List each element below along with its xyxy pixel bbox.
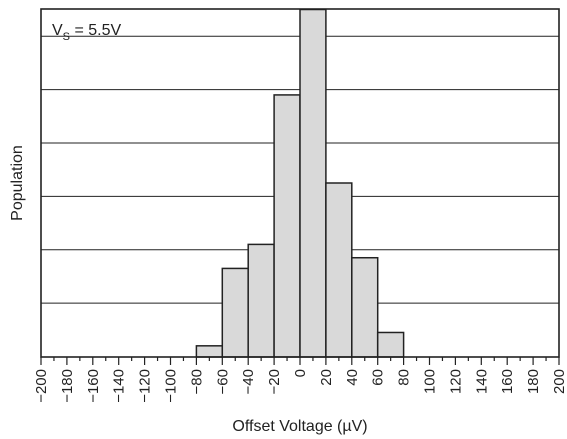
- x-tick-label: 40: [344, 369, 361, 386]
- histogram-bar: [325, 182, 353, 358]
- histogram-bar: [351, 256, 379, 358]
- x-tick-label: −200: [33, 369, 50, 403]
- annotation-rest: = 5.5V: [70, 22, 121, 39]
- x-axis-tick-labels: −200 −180 −160 −140 −120 −100 −80 −60 −40 −20 0 20 4…: [33, 369, 567, 403]
- histogram-bars: [195, 8, 405, 358]
- x-tick-label: −180: [59, 369, 76, 403]
- x-tick-label: 100: [422, 369, 439, 394]
- x-tick-label: −160: [85, 369, 102, 403]
- x-tick-label: 20: [318, 369, 335, 386]
- x-tick-label: −120: [137, 369, 154, 403]
- histogram-bar: [195, 345, 224, 358]
- annotation-main: V: [52, 22, 63, 39]
- x-tick-label: −100: [163, 369, 180, 403]
- histogram-bar: [221, 267, 249, 358]
- x-tick-label: 60: [370, 369, 387, 386]
- x-tick-label: 80: [396, 369, 413, 386]
- x-tick-label: 160: [499, 369, 516, 394]
- x-tick-label: 120: [447, 369, 464, 394]
- x-tick-label: −40: [240, 369, 257, 394]
- x-tick-label: −140: [111, 369, 128, 403]
- x-tick-label: −80: [188, 369, 205, 394]
- histogram-bar: [299, 8, 327, 358]
- x-axis-label: Offset Voltage (µV): [232, 418, 367, 435]
- annotation-subscript: S: [63, 31, 70, 43]
- x-tick-label: 200: [551, 369, 567, 394]
- x-tick-label: −20: [266, 369, 283, 394]
- x-tick-label: 140: [473, 369, 490, 394]
- y-axis-label: Population: [9, 145, 26, 221]
- x-tick-label: 180: [525, 369, 542, 394]
- x-tick-label: −60: [214, 369, 231, 394]
- x-tick-label: 0: [292, 369, 309, 377]
- supply-voltage-annotation: VS = 5.5V: [52, 22, 121, 43]
- histogram-bar: [273, 94, 301, 358]
- histogram-bar: [247, 243, 275, 358]
- x-axis-ticks: [40, 357, 560, 365]
- histogram-bar: [376, 331, 405, 358]
